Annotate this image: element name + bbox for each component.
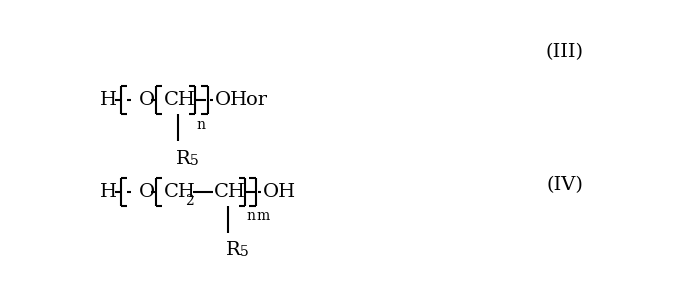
Text: n: n	[246, 209, 255, 223]
Text: or: or	[246, 91, 267, 109]
Text: CH: CH	[164, 91, 196, 109]
Text: CH: CH	[214, 183, 246, 201]
Text: OH: OH	[263, 183, 296, 201]
Text: O: O	[139, 91, 155, 109]
Text: 5: 5	[190, 154, 199, 168]
Text: H: H	[100, 91, 117, 109]
Text: O: O	[139, 183, 155, 201]
Text: H: H	[100, 183, 117, 201]
Text: (III): (III)	[545, 43, 583, 61]
Text: (IV): (IV)	[546, 176, 583, 194]
Text: m: m	[257, 209, 270, 223]
Text: CH: CH	[164, 183, 196, 201]
Text: OH: OH	[215, 91, 248, 109]
Text: 2: 2	[185, 194, 194, 208]
Text: n: n	[196, 118, 205, 132]
Text: 5: 5	[240, 245, 249, 259]
Text: R: R	[226, 241, 241, 259]
Text: R: R	[176, 150, 191, 168]
